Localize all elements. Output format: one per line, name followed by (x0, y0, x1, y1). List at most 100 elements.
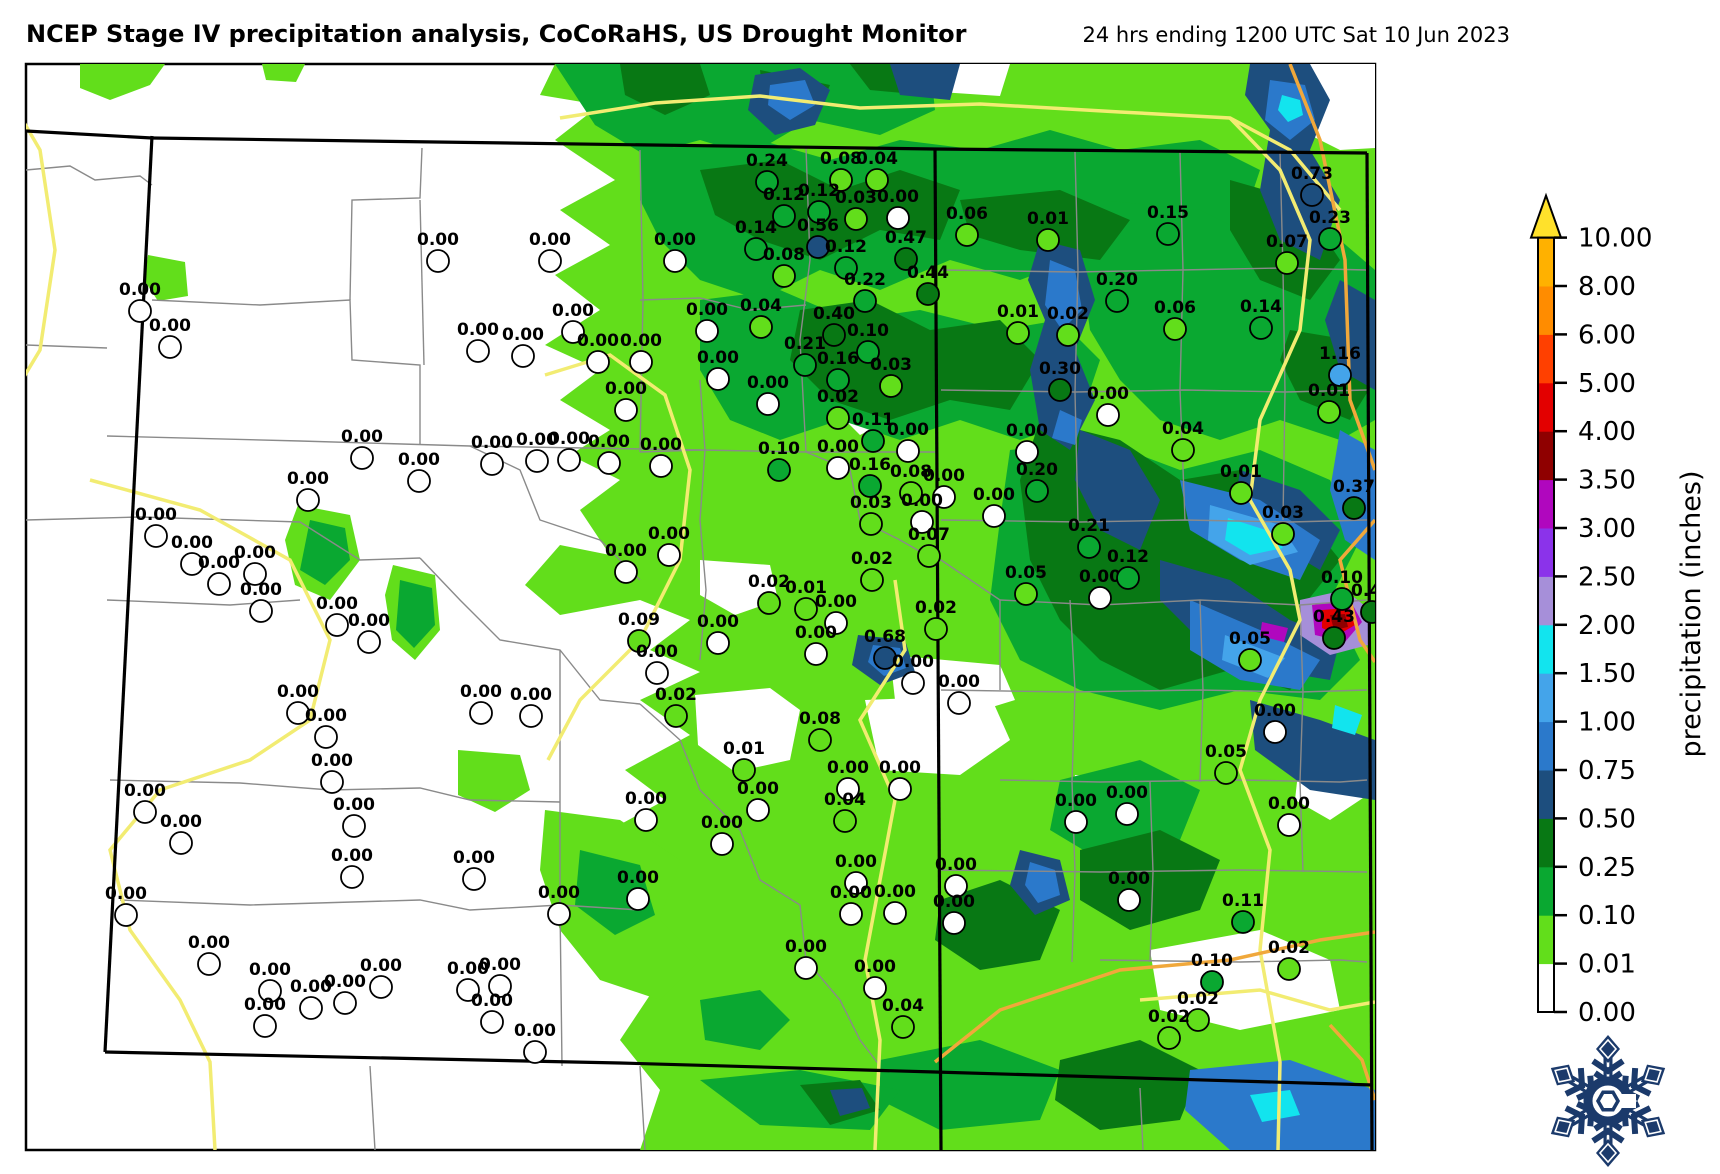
station-gauge-circle (829, 168, 853, 192)
station-marker: 0.00 (879, 758, 921, 801)
page-title: NCEP Stage IV precipitation analysis, Co… (26, 20, 967, 48)
station-gauge-circle (1328, 363, 1352, 387)
station-marker: 0.73 (1291, 164, 1333, 207)
station-gauge-circle (861, 429, 885, 453)
station-gauge-circle (1330, 587, 1354, 611)
station-marker: 0.00 (324, 972, 366, 1015)
station-value-label: 0.00 (516, 430, 558, 450)
station-value-label: 0.00 (701, 813, 743, 833)
station-marker: 0.00 (648, 524, 690, 567)
station-marker: 0.03 (850, 493, 892, 536)
station-gauge-circle (749, 315, 773, 339)
station-value-label: 0.00 (605, 541, 647, 561)
station-value-label: 0.00 (417, 230, 459, 250)
station-gauge-circle (1300, 183, 1324, 207)
station-gauge-circle (342, 814, 366, 838)
station-gauge-circle (286, 701, 310, 725)
station-gauge-circle (863, 976, 887, 1000)
station-value-label: 0.00 (901, 491, 943, 511)
station-gauge-circle (807, 200, 831, 224)
station-value-label: 0.00 (795, 623, 837, 643)
station-gauge-circle (664, 704, 688, 728)
station-value-label: 0.10 (1321, 568, 1363, 588)
station-value-label: 0.00 (892, 652, 934, 672)
station-marker: 0.08 (799, 709, 841, 752)
station-gauge-circle (249, 599, 273, 623)
station-gauge-circle (1317, 400, 1341, 424)
station-value-label: 0.08 (890, 462, 932, 482)
station-gauge-circle (732, 758, 756, 782)
colorbar-tick-label: 0.10 (1578, 901, 1636, 931)
station-gauge-circle (407, 469, 431, 493)
station-marker: 0.00 (341, 427, 383, 470)
station-value-label: 0.00 (887, 420, 929, 440)
station-marker: 0.00 (830, 883, 872, 926)
station-gauge-circle (258, 979, 282, 1003)
colorbar-segment (1538, 334, 1554, 384)
station-marker: 0.06 (946, 204, 988, 247)
station-gauge-circle (169, 831, 193, 855)
station-value-label: 0.00 (277, 682, 319, 702)
station-gauge-circle (1277, 957, 1301, 981)
station-gauge-circle (894, 247, 918, 271)
station-marker: 0.00 (171, 533, 213, 576)
station-value-label: 0.01 (1027, 209, 1069, 229)
station-value-label: 0.56 (797, 216, 839, 236)
station-gauge-circle (767, 458, 791, 482)
station-value-label: 0.46 (1351, 581, 1393, 601)
station-value-label: 0.00 (447, 959, 489, 979)
station-value-label: 0.22 (844, 270, 886, 290)
station-marker: 0.09 (618, 610, 660, 653)
station-marker: 0.02 (1148, 1007, 1190, 1050)
station-gauge-circle (706, 367, 730, 391)
station-marker: 0.43 (1313, 607, 1355, 650)
station-value-label: 0.00 (923, 466, 965, 486)
station-marker: 0.04 (882, 996, 924, 1039)
station-value-label: 0.00 (625, 789, 667, 809)
station-gauge-circle (466, 339, 490, 363)
station-marker: 0.14 (735, 218, 777, 261)
station-gauge-circle (1088, 586, 1112, 610)
station-value-label: 0.02 (1268, 938, 1310, 958)
station-value-label: 0.00 (697, 612, 739, 632)
precip-shading (80, 64, 1375, 1150)
station-gauge-circle (744, 237, 768, 261)
station-marker: 0.05 (1229, 629, 1271, 672)
station-value-label: 0.11 (852, 410, 894, 430)
station-value-label: 0.00 (160, 812, 202, 832)
station-gauge-circle (557, 448, 581, 472)
station-marker: 0.00 (605, 541, 647, 584)
colorbar-tick-label: 2.50 (1578, 562, 1636, 592)
station-marker: 0.10 (1321, 568, 1363, 611)
station-gauge-circle (808, 728, 832, 752)
station-marker: 0.00 (510, 685, 552, 728)
station-value-label: 0.00 (124, 781, 166, 801)
station-marker: 0.00 (933, 892, 975, 935)
station-marker: 0.00 (835, 852, 877, 895)
station-gauge-circle (1115, 802, 1139, 826)
station-gauge-circle (462, 867, 486, 891)
state-borders (26, 129, 1374, 1150)
station-gauge-circle (853, 289, 877, 313)
station-value-label: 0.14 (1240, 297, 1282, 317)
station-gauge-circle (746, 798, 770, 822)
station-marker: 0.03 (1262, 503, 1304, 546)
station-marker: 0.00 (588, 432, 630, 475)
station-value-label: 0.08 (763, 245, 805, 265)
station-marker: 0.00 (1108, 869, 1150, 912)
station-value-label: 0.00 (244, 995, 286, 1015)
station-value-label: 0.00 (640, 435, 682, 455)
station-gauge-circle (340, 865, 364, 889)
station-value-label: 0.00 (249, 960, 291, 980)
station-gauge-circle (314, 725, 338, 749)
station-value-label: 0.00 (453, 848, 495, 868)
station-gauge-circle (757, 591, 781, 615)
station-value-label: 0.06 (1154, 298, 1196, 318)
station-marker: 0.01 (997, 302, 1039, 345)
station-marker: 0.23 (1309, 208, 1351, 251)
station-gauge-circle (626, 887, 650, 911)
station-gauge-circle (649, 454, 673, 478)
station-value-label: 0.12 (1107, 547, 1149, 567)
station-gauge-circle (1186, 1008, 1210, 1032)
station-marker: 0.00 (1087, 384, 1129, 427)
